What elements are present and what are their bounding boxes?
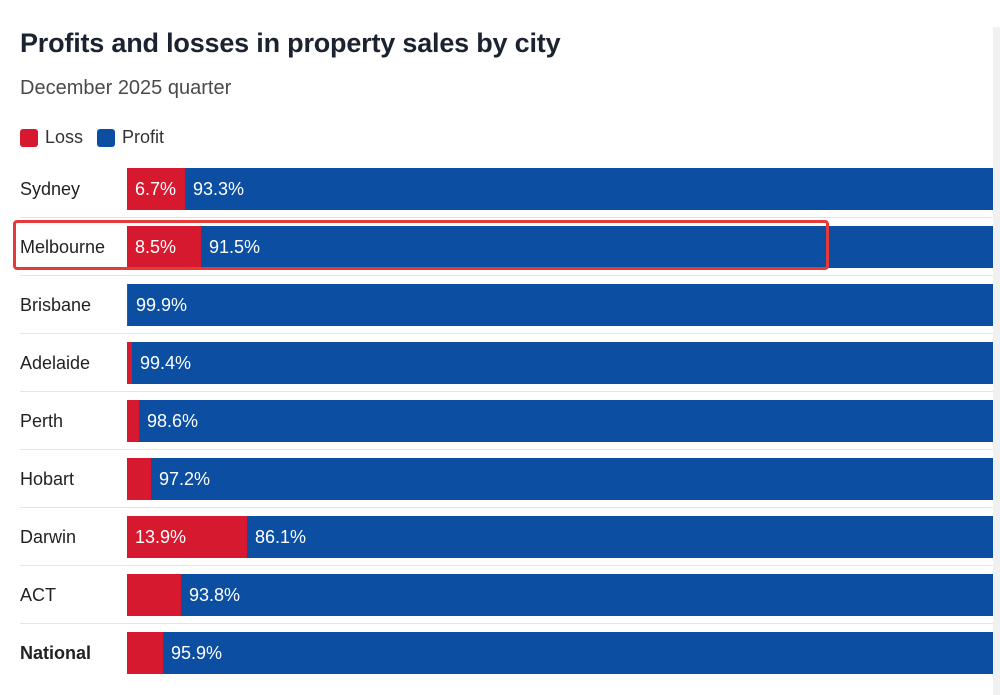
data-label-profit-national: 95.9% xyxy=(171,643,223,663)
bar-row-brisbane: Brisbane 99.9% xyxy=(0,284,1000,326)
bar-row-perth: Perth 98.6% xyxy=(0,400,1000,442)
data-label-profit-brisbane: 99.9% xyxy=(136,295,188,315)
bar-loss-sydney: 6.7% xyxy=(127,168,185,210)
bar-track-melbourne: 8.5% 91.5% xyxy=(127,226,993,268)
chart-subtitle: December 2025 quarter xyxy=(20,77,232,99)
category-label-melbourne: Melbourne xyxy=(20,237,106,257)
legend-item-profit: Profit xyxy=(97,127,164,148)
bar-row-act: ACT 93.8% xyxy=(0,574,1000,616)
bar-track-perth: 98.6% xyxy=(127,400,993,442)
bar-loss-melbourne: 8.5% xyxy=(127,226,201,268)
bar-profit-national: 95.9% xyxy=(163,632,993,674)
bar-track-brisbane: 99.9% xyxy=(127,284,993,326)
row-divider xyxy=(20,623,993,624)
bar-track-national: 95.9% xyxy=(127,632,993,674)
category-label-brisbane: Brisbane xyxy=(20,295,92,315)
row-divider xyxy=(20,507,993,508)
data-label-loss-melbourne: 8.5% xyxy=(135,237,177,257)
legend-label-loss: Loss xyxy=(45,127,84,147)
category-label-sydney: Sydney xyxy=(20,179,81,199)
legend-swatch-profit xyxy=(97,128,116,147)
bar-loss-brisbane xyxy=(127,284,128,326)
bar-row-national: National 95.9% xyxy=(0,632,1000,674)
data-label-profit-darwin: 86.1% xyxy=(255,527,307,547)
highlight-box-melbourne xyxy=(13,220,829,270)
bar-profit-act: 93.8% xyxy=(181,574,993,616)
bar-row-sydney: Sydney 6.7% 93.3% xyxy=(0,168,1000,210)
row-divider xyxy=(20,391,993,392)
bar-row-adelaide: Adelaide 99.4% xyxy=(0,342,1000,384)
row-divider xyxy=(20,217,993,218)
data-label-loss-sydney: 6.7% xyxy=(135,179,177,199)
bar-profit-brisbane: 99.9% xyxy=(128,284,993,326)
category-label-hobart: Hobart xyxy=(20,469,75,489)
bar-profit-perth: 98.6% xyxy=(139,400,993,442)
bar-profit-melbourne: 91.5% xyxy=(201,226,993,268)
bar-track-darwin: 13.9% 86.1% xyxy=(127,516,993,558)
bar-track-adelaide: 99.4% xyxy=(127,342,993,384)
bar-loss-hobart xyxy=(127,458,151,500)
bar-profit-sydney: 93.3% xyxy=(185,168,993,210)
chart-title: Profits and losses in property sales by … xyxy=(20,28,561,58)
legend-item-loss: Loss xyxy=(20,127,83,148)
row-divider xyxy=(20,275,993,276)
bar-track-act: 93.8% xyxy=(127,574,993,616)
bar-track-hobart: 97.2% xyxy=(127,458,993,500)
bar-loss-national xyxy=(127,632,163,674)
data-label-profit-sydney: 93.3% xyxy=(193,179,245,199)
category-label-darwin: Darwin xyxy=(20,527,77,547)
bar-track-sydney: 6.7% 93.3% xyxy=(127,168,993,210)
legend-swatch-loss xyxy=(20,128,38,147)
bar-loss-perth xyxy=(127,400,139,442)
data-label-profit-perth: 98.6% xyxy=(147,411,199,431)
bar-loss-act xyxy=(127,574,181,616)
row-divider xyxy=(20,565,993,566)
data-label-profit-melbourne: 91.5% xyxy=(209,237,261,257)
category-label-perth: Perth xyxy=(20,411,64,431)
category-label-act: ACT xyxy=(20,585,56,605)
legend-label-profit: Profit xyxy=(122,127,165,147)
row-divider xyxy=(20,333,993,334)
data-label-profit-act: 93.8% xyxy=(189,585,241,605)
data-label-profit-hobart: 97.2% xyxy=(159,469,211,489)
scrollbar[interactable] xyxy=(993,27,1000,695)
data-label-profit-adelaide: 99.4% xyxy=(140,353,192,373)
bar-profit-adelaide: 99.4% xyxy=(132,342,993,384)
row-divider xyxy=(20,449,993,450)
bar-profit-hobart: 97.2% xyxy=(151,458,993,500)
bar-loss-adelaide xyxy=(127,342,132,384)
chart-legend: Loss Profit xyxy=(20,127,178,148)
bar-row-darwin: Darwin 13.9% 86.1% xyxy=(0,516,1000,558)
category-label-national: National xyxy=(20,643,92,663)
bar-loss-darwin: 13.9% xyxy=(127,516,247,558)
bar-profit-darwin: 86.1% xyxy=(247,516,993,558)
bar-row-melbourne: Melbourne 8.5% 91.5% xyxy=(0,226,1000,268)
bar-row-hobart: Hobart 97.2% xyxy=(0,458,1000,500)
category-label-adelaide: Adelaide xyxy=(20,353,91,373)
data-label-loss-darwin: 13.9% xyxy=(135,527,187,547)
